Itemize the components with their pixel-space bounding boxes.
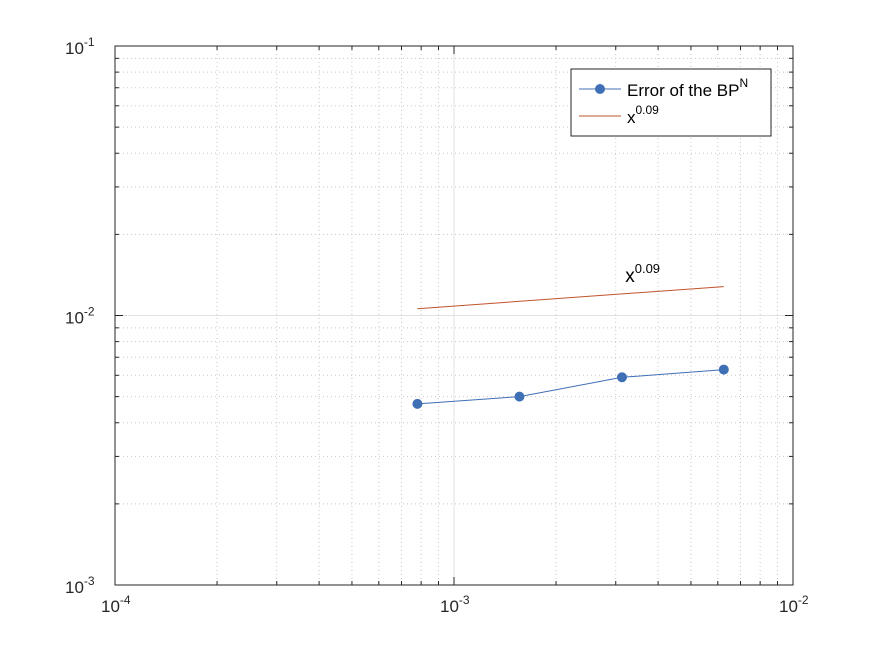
legend-swatch-marker — [595, 84, 605, 94]
x-tick-label: 10-3 — [440, 593, 470, 616]
annotation-label: x0.09 — [625, 261, 660, 287]
data-point — [514, 391, 525, 402]
series-line-1 — [417, 286, 724, 310]
y-tick-label: 10-2 — [65, 305, 95, 328]
annotation-layer: x0.09 — [625, 261, 660, 287]
legend-box — [570, 68, 772, 137]
x-tick-label: 10-2 — [779, 593, 809, 616]
data-point — [718, 364, 729, 375]
y-tick-label: 10-1 — [65, 35, 95, 58]
x-tick-label: 10-4 — [101, 593, 131, 616]
data-point — [412, 398, 423, 409]
y-axis-tick-labels: 10-3 10-2 10-1 — [65, 35, 95, 597]
legend-entry-label: x0.09 — [627, 103, 659, 127]
y-tick-label: 10-3 — [65, 574, 95, 597]
legend: Error of the BPN x0.09 — [570, 68, 772, 137]
axis-ticks — [114, 45, 794, 586]
x-axis-tick-labels: 10-4 10-3 10-2 — [101, 593, 809, 616]
data-point — [616, 372, 627, 383]
series-line-0 — [417, 369, 724, 405]
series-layer — [412, 286, 729, 409]
legend-entry-label: Error of the BPN — [627, 76, 748, 100]
